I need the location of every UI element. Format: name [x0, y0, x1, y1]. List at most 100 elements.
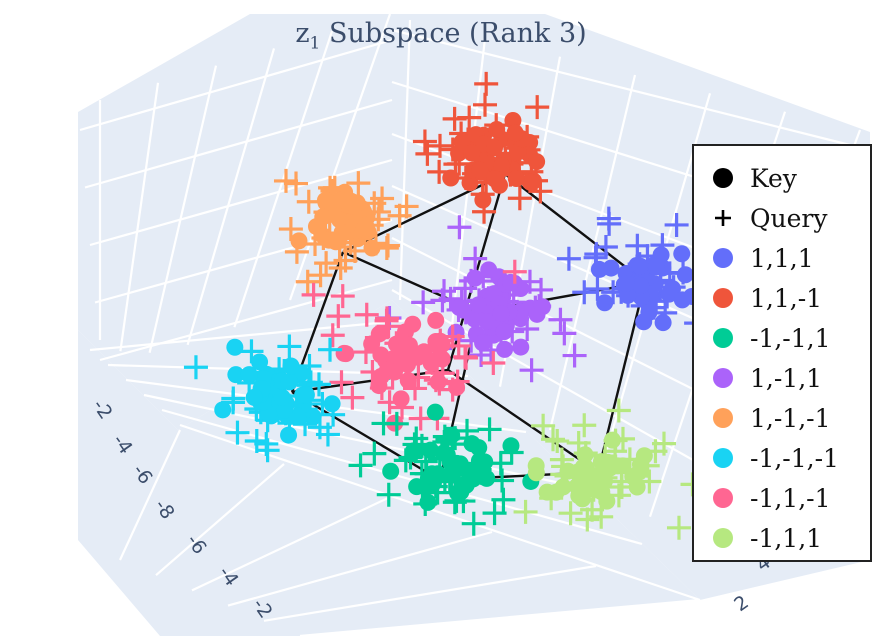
legend-item[interactable]: 1,-1,-1	[710, 398, 860, 438]
legend-item[interactable]: -1,-1,-1	[710, 438, 860, 478]
grid-line	[227, 530, 493, 607]
query-point	[664, 212, 689, 237]
query-point	[572, 413, 597, 438]
grid-line	[79, 38, 393, 132]
legend-item[interactable]: 1,-1,1	[710, 358, 860, 398]
key-point	[245, 388, 263, 406]
legend-label: -1,-1,-1	[750, 443, 839, 473]
key-point	[527, 457, 545, 475]
circle-marker-icon	[710, 365, 736, 391]
key-point	[502, 437, 520, 455]
key-point	[590, 260, 608, 278]
legend-label: -1,1,1	[750, 523, 823, 553]
key-point	[480, 261, 498, 279]
query-point	[548, 307, 573, 332]
query-point	[362, 441, 387, 466]
key-point	[332, 191, 350, 209]
key-point	[554, 478, 572, 496]
query-point	[572, 280, 597, 305]
key-point	[474, 191, 492, 209]
grid-line	[148, 65, 218, 354]
key-point	[476, 453, 494, 471]
query-point	[507, 186, 532, 211]
query-point	[225, 420, 250, 445]
key-point	[400, 336, 418, 354]
query-point	[430, 288, 455, 313]
key-point	[251, 353, 269, 371]
key-point	[430, 339, 448, 357]
key-point	[466, 269, 484, 287]
key-point	[379, 361, 397, 379]
legend-label: 1,1,-1	[750, 283, 823, 313]
key-point	[427, 311, 445, 329]
key-point	[630, 463, 648, 481]
legend-label: 1,-1,1	[750, 363, 823, 393]
query-point	[454, 345, 479, 370]
query-point	[370, 186, 395, 211]
key-point	[314, 208, 332, 226]
circle-marker-icon	[710, 245, 736, 271]
legend-item[interactable]: -1,1,-1	[710, 478, 860, 518]
key-point	[496, 340, 514, 358]
grid-line	[84, 98, 393, 189]
query-point	[473, 92, 498, 117]
key-point	[290, 232, 308, 250]
legend: Key Query 1,1,1 1,1,-1 -1,-1,1 1,-1,1 1,-1,-1 -…	[692, 144, 872, 562]
query-point	[306, 372, 331, 397]
cube-edge	[447, 369, 599, 473]
legend-item[interactable]: 1,1,1	[710, 238, 860, 278]
query-point	[296, 189, 321, 214]
query-point	[625, 233, 650, 258]
query-point	[384, 411, 409, 436]
query-point	[461, 511, 486, 536]
key-point	[673, 291, 691, 309]
key-point	[474, 334, 492, 352]
key-point	[486, 170, 504, 188]
query-point	[340, 385, 365, 410]
grid-line	[191, 497, 389, 592]
grid-line	[391, 28, 871, 152]
query-point	[513, 499, 538, 524]
query-point	[519, 358, 544, 383]
key-point	[450, 298, 468, 316]
key-point	[226, 338, 244, 356]
legend-item[interactable]: -1,-1,1	[710, 318, 860, 358]
query-point	[278, 217, 303, 242]
key-point	[382, 462, 400, 480]
key-point	[463, 435, 481, 453]
grid-line	[119, 429, 181, 561]
key-point	[471, 467, 489, 485]
legend-item[interactable]: -1,1,1	[710, 518, 860, 558]
key-point	[447, 323, 465, 341]
legend-label: -1,1,-1	[750, 483, 831, 513]
query-point	[329, 370, 354, 395]
chart-title: z1 Subspace (Rank 3)	[295, 18, 587, 54]
query-point	[447, 215, 472, 240]
key-point	[577, 459, 595, 477]
query-point	[442, 106, 467, 131]
key-point	[297, 386, 315, 404]
query-point	[301, 282, 326, 307]
series-1_1_-1	[412, 71, 553, 224]
legend-item[interactable]: Key	[710, 158, 860, 198]
key-point	[319, 231, 337, 249]
key-point	[596, 294, 614, 312]
grid-line	[299, 598, 701, 636]
key-point	[493, 157, 511, 175]
query-point	[558, 501, 583, 526]
query-point	[330, 284, 355, 309]
key-point	[509, 143, 527, 161]
legend-item[interactable]: Query	[710, 198, 860, 238]
cube-edge	[291, 390, 441, 482]
key-point	[528, 153, 546, 171]
key-point	[443, 426, 461, 444]
key-point	[331, 211, 349, 229]
key-point	[591, 467, 609, 485]
key-point	[632, 277, 650, 295]
series--1_1_-1	[301, 259, 527, 432]
legend-item[interactable]: 1,1,-1	[710, 278, 860, 318]
key-point	[492, 304, 510, 322]
cross-marker-icon	[710, 205, 736, 231]
key-point	[486, 139, 504, 157]
key-point	[276, 401, 294, 419]
